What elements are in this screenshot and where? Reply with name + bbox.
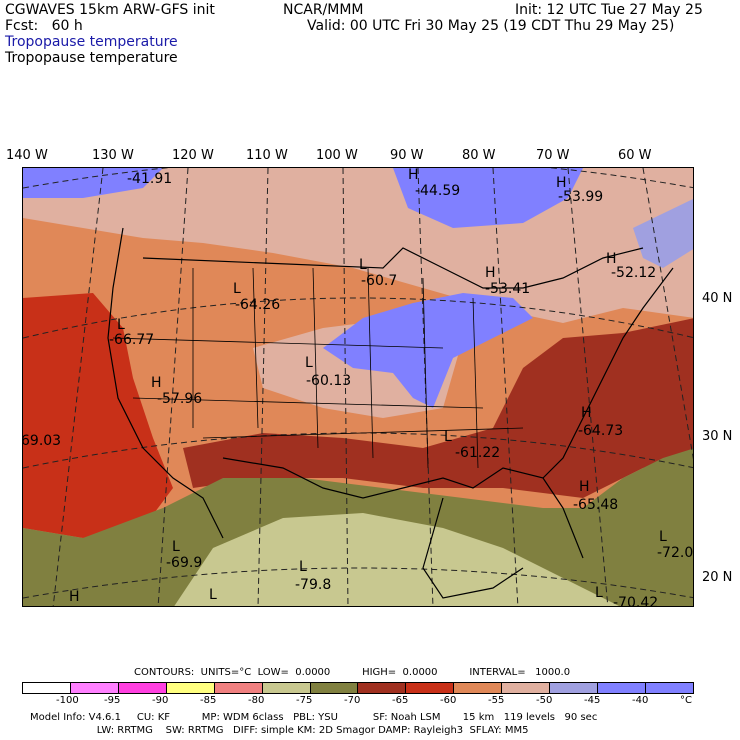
org-label: NCAR/MMM [283,2,364,18]
extremum-value: -65.48 [573,497,619,513]
lon-label: 140 W [6,148,48,163]
temp-band-65-west [23,293,173,538]
color-swatch [310,683,359,693]
color-legend-label: -50 [536,695,553,706]
color-swatch [645,683,693,693]
extremum-kind: L [659,529,667,545]
color-legend-label: -70 [344,695,361,706]
lon-label: 100 W [316,148,358,163]
color-swatch [550,683,599,693]
lat-label: 30 N [702,429,733,444]
extremum-kind: L [595,585,603,601]
color-swatch [358,683,407,693]
extremum-value: -60.13 [306,373,352,389]
color-swatch [214,683,263,693]
lon-label: 130 W [92,148,134,163]
extremum-value: -79.8 [295,577,332,593]
color-legend-label: °C [680,695,692,706]
valid-time: Valid: 00 UTC Fri 30 May 25 (19 CDT Thu … [307,18,675,34]
field-title-2: Tropopause temperature [5,50,178,66]
color-swatch [598,683,646,693]
temp-band-45-north [393,168,583,228]
color-swatch [454,683,503,693]
lat-label: 20 N [702,570,733,585]
extremum-value: -70.42 [613,595,659,607]
coastlines [107,227,674,599]
temp-band-45-nw [23,168,163,198]
extremum-value: -64.26 [235,297,281,313]
extremum-kind: L [299,559,307,575]
extremum-kind: L [359,257,367,273]
model-info: Model Info: V4.6.1 CU: KF MP: WDM 6class… [30,712,598,723]
map-canvas [23,168,693,606]
extremum-value: -57.96 [157,391,203,407]
color-swatch [502,683,551,693]
temp-band-80 [174,513,619,606]
lon-label: 110 W [246,148,288,163]
temp-band-45-midwest [323,293,533,408]
extremum-label: 69.03 [22,433,62,449]
extremum-label: -41.91 [127,171,173,187]
extremum-value: -53.41 [485,281,531,297]
color-swatch [166,683,215,693]
color-swatch [118,683,167,693]
color-legend-label: -85 [200,695,217,706]
color-swatch [262,683,311,693]
model-title: CGWAVES 15km ARW-GFS init [5,2,215,18]
color-legend-label: -95 [104,695,121,706]
state-borders [112,267,524,469]
graticule [23,168,693,606]
extremum-kind: H [606,251,617,267]
color-legend-label: -80 [248,695,265,706]
field-title-1: Tropopause temperature [5,34,178,50]
extremum-kind: H [581,405,592,421]
extremum-value: -53.99 [558,189,604,205]
color-legend-label: -60 [440,695,457,706]
color-legend-label: -100 [56,695,79,706]
lon-label: 120 W [172,148,214,163]
extremum-value: -44.59 [415,183,461,199]
color-swatch [70,683,119,693]
extremum-value: -52.12 [611,265,657,281]
lon-label: 80 W [462,148,496,163]
extremum-kind: H [151,375,162,391]
contour-info: CONTOURS: UNITS=°C LOW= 0.0000 HIGH= 0.0… [134,667,571,678]
extremum-kind: L [233,281,241,297]
lat-label: 40 N [702,291,733,306]
extremum-kind: L [444,429,452,445]
extremum-value: -66.77 [109,332,155,348]
extremum-kind: L [209,587,217,603]
color-legend-label: -40 [632,695,649,706]
extremum-value: -72.0 [657,545,694,561]
extremum-kind: L [172,539,180,555]
extremum-value: -61.22 [455,445,501,461]
extremum-value: -69.9 [166,555,203,571]
color-legend-label: -65 [392,695,409,706]
color-swatch [406,683,455,693]
color-legend-label: -75 [296,695,313,706]
extremum-value: -64.73 [578,423,624,439]
tropopause-temperature-map: -41.91 H -44.59 H -53.99 L -60.7 H -53.4… [22,167,694,607]
lon-label: 60 W [618,148,652,163]
lon-label: 70 W [536,148,570,163]
color-legend-label: -55 [488,695,505,706]
temp-band-50-ne [633,198,693,268]
extremum-kind: L [305,355,313,371]
extremum-kind: H [408,167,419,183]
forecast-hour: Fcst: 60 h [5,18,83,34]
color-legend-label: -45 [584,695,601,706]
extremum-kind: H [69,589,80,605]
extremum-kind: H [579,479,590,495]
color-legend-label: -90 [152,695,169,706]
extremum-value: -60.7 [361,273,398,289]
extremum-kind: L [117,317,125,333]
extremum-kind: H [556,175,567,191]
init-time: Init: 12 UTC Tue 27 May 25 [515,2,703,18]
extremum-kind: H [485,265,496,281]
lon-label: 90 W [390,148,424,163]
model-physics: LW: RRTMG SW: RRTMG DIFF: simple KM: 2D … [30,725,529,736]
color-swatch [23,683,71,693]
color-legend [22,682,694,694]
